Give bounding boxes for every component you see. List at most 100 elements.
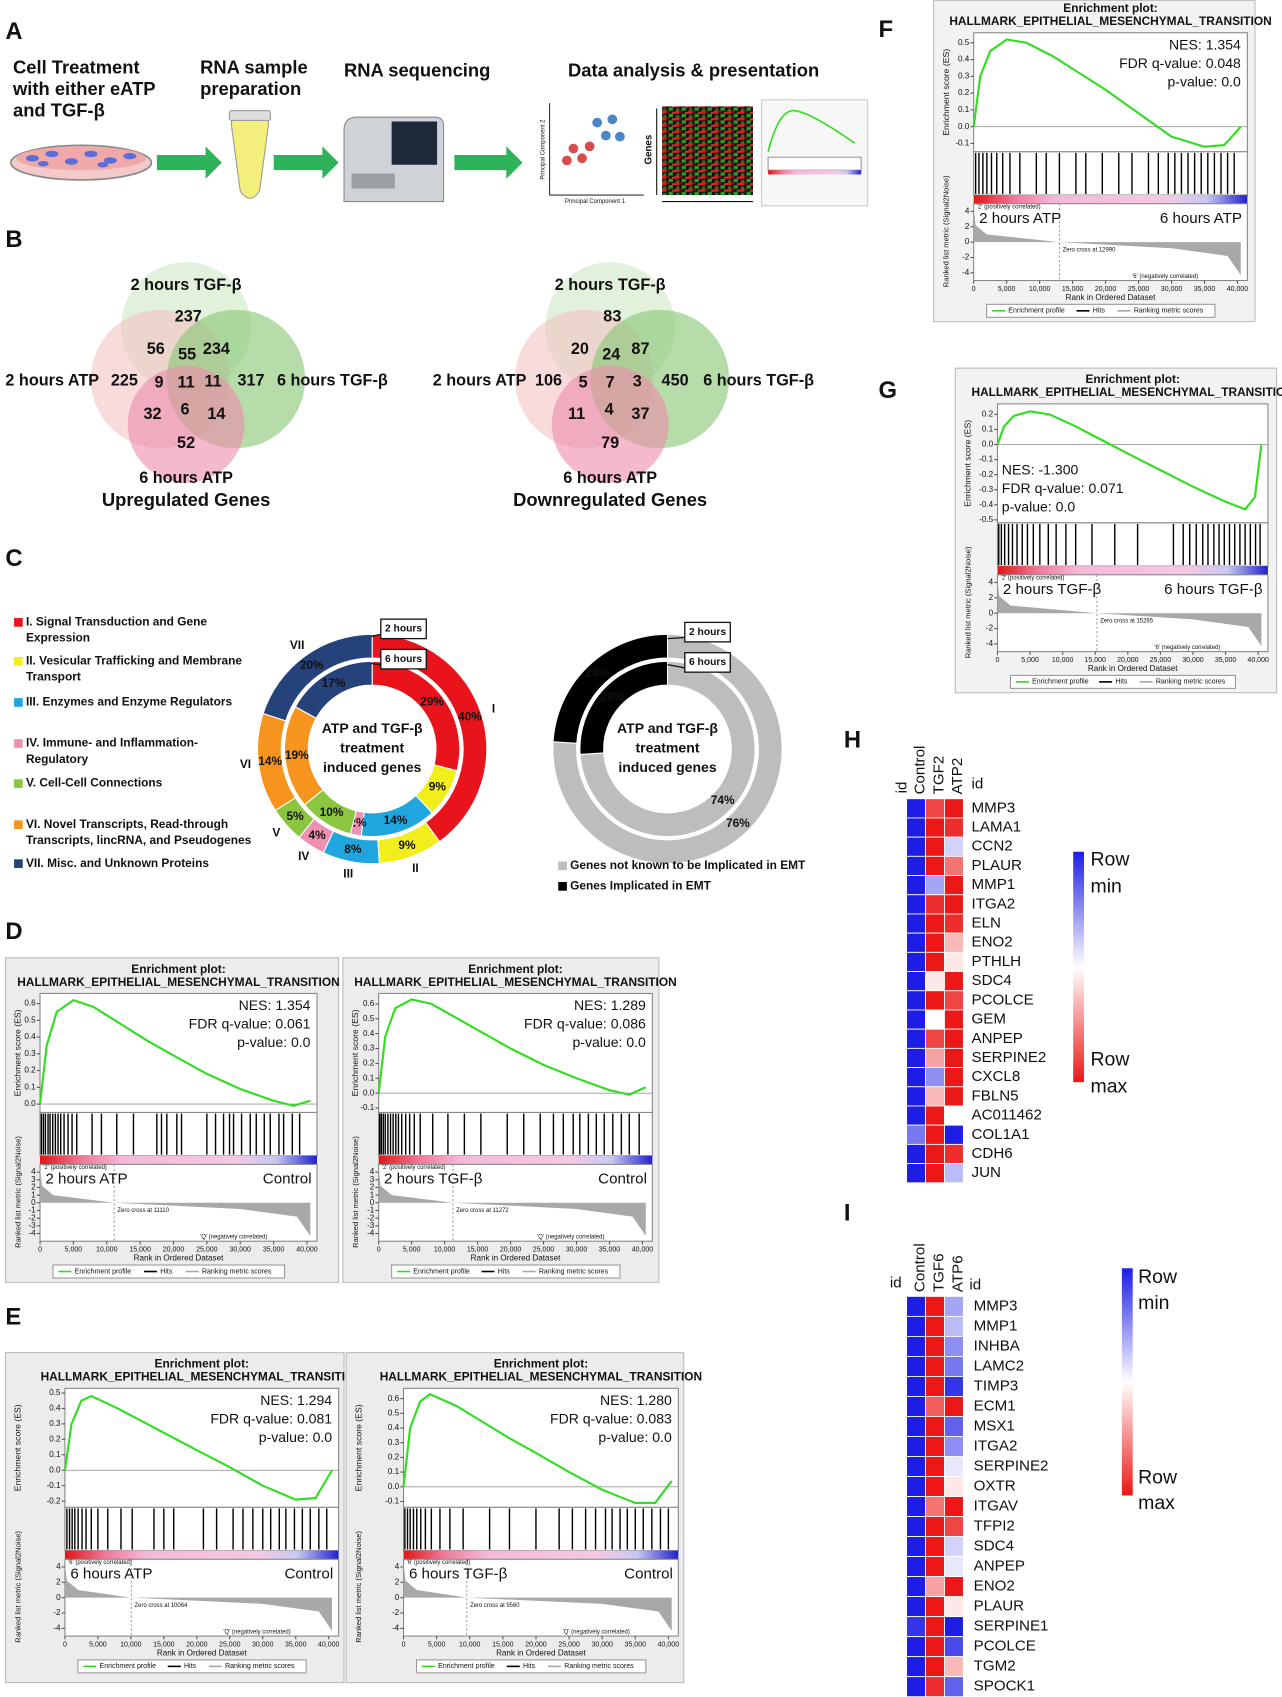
x-tick-label: 15,000 xyxy=(467,1247,489,1254)
panel-letter: B xyxy=(5,226,22,253)
x-tick-label: 25,000 xyxy=(219,1642,241,1649)
x-tick-label: 25,000 xyxy=(558,1642,580,1649)
plot-title: Enrichment plot: xyxy=(1063,1,1157,15)
legend-label: VI. Novel Transcripts, Read-through xyxy=(26,817,228,831)
phenotype-label: 6 hours TGF-β xyxy=(1164,581,1263,598)
gene-label: ANPEP xyxy=(974,1558,1025,1575)
stat: NES: 1.294 xyxy=(260,1392,332,1408)
x-tick-label: 5,000 xyxy=(403,1247,421,1254)
heatmap-cell xyxy=(944,1536,964,1558)
plot-title: HALLMARK_EPITHELIAL_MESENCHYMAL_TRANSITI… xyxy=(354,975,676,989)
legend-box xyxy=(77,1659,307,1674)
panel-letter: C xyxy=(5,545,22,572)
heatmap-cell xyxy=(925,1105,945,1126)
heatmap-cell xyxy=(944,1009,964,1030)
y-tick-label: 0.5 xyxy=(363,1014,375,1023)
x-tick-label: 25,000 xyxy=(1150,657,1172,664)
y2-tick-label: 0 xyxy=(989,608,994,617)
region-count: 56 xyxy=(147,340,165,358)
region-count: 52 xyxy=(177,434,195,452)
legend-box xyxy=(391,1264,621,1279)
es-panel xyxy=(64,1387,340,1508)
heatmap-cell xyxy=(925,817,945,838)
legend-swatch xyxy=(14,739,23,748)
callout-line xyxy=(667,663,685,669)
heatmap-cell xyxy=(944,855,964,876)
phenotype-label: 2 hours ATP xyxy=(979,210,1061,227)
x-tick-label: 30,000 xyxy=(252,1642,274,1649)
legend-label: Regulatory xyxy=(26,752,88,766)
heatmap-cell xyxy=(925,1335,945,1357)
y-tick-label: 0.5 xyxy=(388,1408,400,1417)
x-tick-label: 10,000 xyxy=(459,1642,481,1649)
region-count: 11 xyxy=(178,374,195,392)
gene-label: LAMC2 xyxy=(974,1357,1024,1374)
heatmap-cell xyxy=(944,1295,964,1317)
scale-label: Row xyxy=(1091,1049,1131,1071)
heatmap-cell xyxy=(925,951,945,972)
heatmap-cell xyxy=(944,875,964,896)
heatmap-cell xyxy=(906,1376,926,1397)
y-tick-label: 0.3 xyxy=(363,1044,375,1053)
y-tick-label: 0.1 xyxy=(958,105,970,114)
phenotype-label: Control xyxy=(284,1565,333,1582)
set-label: 6 hours ATP xyxy=(139,469,233,487)
region-count: 11 xyxy=(205,373,222,391)
plot-title: Enrichment plot: xyxy=(131,962,225,976)
gene-label: MMP3 xyxy=(972,799,1016,816)
x-tick-label: 40,000 xyxy=(632,1247,654,1254)
region-count: 87 xyxy=(631,340,649,358)
heatmap-cell xyxy=(925,836,945,857)
heatmap-cell xyxy=(944,1656,964,1678)
y-tick-label: -0.1 xyxy=(955,139,969,148)
heatmap-cell xyxy=(944,1143,964,1165)
heatmap-cell xyxy=(906,971,926,992)
column-label: TGF2 xyxy=(930,756,947,795)
x-tick-label: 25,000 xyxy=(533,1247,555,1254)
x-tick-label: 15,000 xyxy=(129,1247,151,1254)
y-tick-label: 0.1 xyxy=(388,1467,400,1476)
y-axis-label: Enrichment score (ES) xyxy=(13,1404,23,1491)
value-label: 14% xyxy=(258,754,282,768)
heatmap-cell xyxy=(906,932,926,953)
stat: p-value: 0.0 xyxy=(237,1034,311,1050)
color-scale xyxy=(1073,851,1085,1083)
legend-label: Ranking metric scores xyxy=(202,1268,272,1275)
x-tick-label: 5,000 xyxy=(428,1642,446,1649)
donut-segment xyxy=(579,660,756,838)
heatmap-cell xyxy=(925,1576,945,1598)
venn-title: Downregulated Genes xyxy=(513,489,707,510)
x-tick-label: 15,000 xyxy=(1084,657,1106,664)
value-label: 9% xyxy=(398,838,416,852)
scale-label: Row xyxy=(1138,1466,1178,1488)
legend-swatch xyxy=(14,657,23,666)
y-tick-label: 0.5 xyxy=(49,1388,61,1397)
scale-label: max xyxy=(1138,1492,1175,1514)
heatmap-cell xyxy=(925,1396,945,1417)
y-tick-label: 0.2 xyxy=(49,1434,61,1443)
y2-tick-label: -2 xyxy=(986,624,994,633)
scale-label: min xyxy=(1138,1292,1169,1314)
heatmap-cell xyxy=(906,1636,926,1658)
callout-line xyxy=(370,633,381,638)
legend-swatch xyxy=(14,618,23,627)
y-tick-label: 0.4 xyxy=(49,1404,61,1413)
roman-label: III xyxy=(343,867,353,881)
es-panel xyxy=(39,992,318,1114)
y-tick-label: -0.1 xyxy=(979,455,993,464)
pca-red xyxy=(562,141,595,166)
zero-cross-label: Zero cross at 11110 xyxy=(117,1208,169,1214)
legend-label: II. Vesicular Trafficking and Membrane xyxy=(26,653,242,667)
x-tick-label: 40,000 xyxy=(658,1642,680,1649)
es-panel xyxy=(996,403,1269,524)
heatmap-cell xyxy=(925,875,945,896)
y-tick-label: -0.2 xyxy=(979,470,993,479)
hits-panel xyxy=(973,151,1248,196)
heatmap-cell xyxy=(925,1476,945,1497)
region-count: 6 xyxy=(180,401,189,419)
tube-cap xyxy=(228,110,272,121)
roman-label: V xyxy=(272,826,280,840)
x-tick-label: 10,000 xyxy=(1052,657,1074,664)
y2-tick-label: -3 xyxy=(367,1221,375,1230)
